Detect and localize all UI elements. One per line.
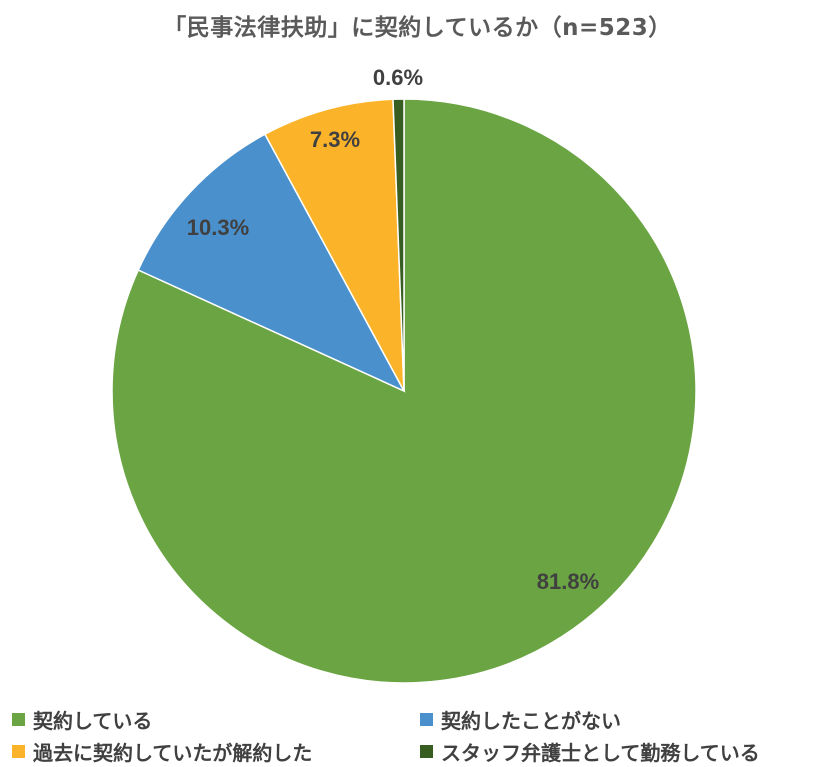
legend-label-never-contracted: 契約したことがない (441, 709, 621, 733)
data-label-contracted: 81.8% (537, 569, 599, 594)
legend-swatch-staff-lawyer (420, 745, 433, 758)
pie-slice-staff-lawyer (392, 98, 405, 392)
legend-label-staff-lawyer: スタッフ弁護士として勤務している (441, 741, 760, 765)
data-label-cancelled: 7.3% (310, 127, 360, 152)
legend-label-contracted: 契約している (33, 709, 153, 733)
legend-item-cancelled: 過去に契約していたが解約した (12, 737, 312, 766)
data-label-staff-lawyer: 0.6% (373, 65, 423, 90)
pie-slice-never-contracted (137, 133, 406, 393)
legend-item-contracted: 契約している (12, 705, 152, 734)
legend-swatch-never-contracted (420, 713, 433, 726)
legend-swatch-contracted (12, 713, 25, 726)
legend-item-never-contracted: 契約したことがない (420, 705, 621, 734)
legend-swatch-cancelled (12, 745, 25, 758)
pie-slice-cancelled (263, 98, 405, 392)
legend-label-cancelled: 過去に契約していたが解約した (33, 741, 313, 765)
legend-item-staff-lawyer: スタッフ弁護士として勤務している (420, 737, 760, 766)
chart-title: 「民事法律扶助」に契約しているか（n=523） (163, 15, 672, 41)
data-label-never-contracted: 10.3% (187, 215, 249, 240)
